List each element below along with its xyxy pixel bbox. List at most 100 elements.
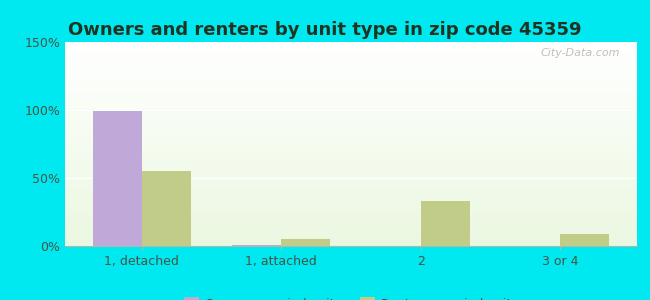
- Bar: [65, 149, 637, 150]
- Bar: [65, 152, 637, 153]
- Bar: [65, 77, 637, 78]
- Bar: [65, 156, 637, 157]
- Bar: [65, 142, 637, 143]
- Bar: [65, 73, 637, 74]
- Bar: [65, 116, 637, 118]
- Bar: [65, 204, 637, 205]
- Bar: [65, 203, 637, 204]
- Bar: [65, 165, 637, 166]
- Bar: [65, 118, 637, 119]
- Bar: [65, 178, 637, 179]
- Bar: [65, 176, 637, 177]
- Bar: [65, 113, 637, 114]
- Bar: [65, 208, 637, 209]
- Bar: [65, 209, 637, 210]
- Bar: [65, 221, 637, 223]
- Bar: [65, 47, 637, 48]
- Bar: [65, 145, 637, 146]
- Bar: [65, 84, 637, 85]
- Bar: [65, 146, 637, 147]
- Bar: [65, 44, 637, 45]
- Bar: [65, 93, 637, 94]
- Bar: [65, 85, 637, 86]
- Bar: [65, 105, 637, 106]
- Bar: [65, 64, 637, 65]
- Bar: [93, 111, 142, 246]
- Bar: [65, 106, 637, 107]
- Bar: [65, 109, 637, 110]
- Legend: Owner occupied units, Renter occupied units: Owner occupied units, Renter occupied un…: [184, 297, 518, 300]
- Bar: [65, 81, 637, 82]
- Bar: [65, 97, 637, 98]
- Bar: [65, 231, 637, 232]
- Bar: [281, 239, 330, 246]
- Bar: [65, 179, 637, 180]
- Bar: [65, 49, 637, 50]
- Bar: [65, 123, 637, 124]
- Bar: [65, 138, 637, 139]
- Bar: [65, 101, 637, 102]
- Bar: [65, 82, 637, 83]
- Bar: [65, 68, 637, 70]
- Bar: [65, 207, 637, 208]
- Bar: [65, 150, 637, 151]
- Bar: [65, 213, 637, 214]
- Bar: [65, 183, 637, 184]
- Bar: [65, 229, 637, 230]
- Bar: [65, 232, 637, 233]
- Bar: [65, 119, 637, 121]
- Bar: [65, 238, 637, 239]
- Bar: [65, 76, 637, 77]
- Bar: [65, 196, 637, 197]
- Bar: [65, 107, 637, 108]
- Bar: [65, 153, 637, 154]
- Bar: [65, 139, 637, 140]
- Bar: [65, 147, 637, 148]
- Bar: [65, 240, 637, 241]
- Bar: [65, 88, 637, 89]
- Bar: [65, 243, 637, 244]
- Bar: [65, 162, 637, 164]
- Bar: [65, 133, 637, 134]
- Bar: [65, 63, 637, 64]
- Bar: [65, 90, 637, 91]
- Bar: [65, 195, 637, 196]
- Bar: [65, 206, 637, 207]
- Bar: [65, 233, 637, 234]
- Bar: [65, 169, 637, 170]
- Bar: [65, 170, 637, 172]
- Bar: [65, 74, 637, 75]
- Bar: [65, 191, 637, 192]
- Bar: [65, 55, 637, 56]
- Bar: [65, 202, 637, 203]
- Bar: [65, 169, 637, 170]
- Bar: [65, 135, 637, 136]
- Bar: [65, 193, 637, 194]
- Bar: [65, 172, 637, 174]
- Bar: [65, 94, 637, 95]
- Bar: [65, 182, 637, 183]
- Bar: [65, 54, 637, 55]
- Bar: [65, 197, 637, 198]
- Bar: [65, 43, 637, 44]
- Bar: [65, 158, 637, 159]
- Bar: [65, 51, 637, 52]
- Bar: [65, 48, 637, 49]
- Bar: [65, 134, 637, 135]
- Bar: [65, 56, 637, 57]
- Bar: [65, 70, 637, 72]
- Bar: [65, 188, 637, 189]
- Bar: [65, 61, 637, 62]
- Bar: [142, 171, 190, 246]
- Bar: [65, 137, 637, 138]
- Bar: [65, 164, 637, 165]
- Bar: [65, 50, 637, 51]
- Bar: [65, 128, 637, 129]
- Bar: [65, 141, 637, 142]
- Bar: [65, 96, 637, 97]
- Bar: [65, 126, 637, 127]
- Bar: [65, 184, 637, 185]
- Bar: [65, 83, 637, 84]
- Bar: [65, 78, 637, 79]
- Bar: [65, 161, 637, 162]
